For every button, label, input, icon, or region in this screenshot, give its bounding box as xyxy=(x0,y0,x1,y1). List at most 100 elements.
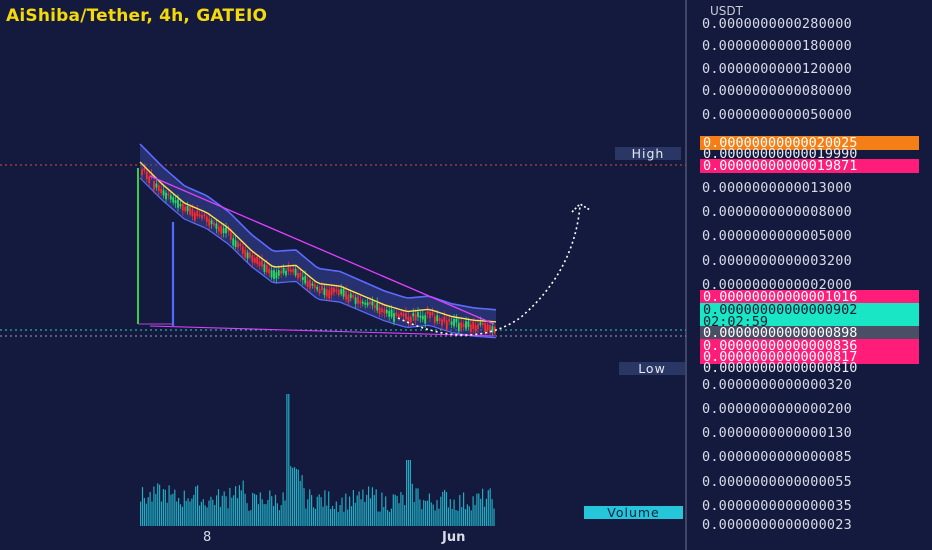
candle-body xyxy=(405,313,407,320)
volume-bar xyxy=(301,475,303,526)
candle-body xyxy=(325,289,328,297)
candle-body xyxy=(227,229,230,232)
volume-bar xyxy=(221,495,223,526)
candle-body xyxy=(486,324,489,331)
candle-body xyxy=(412,312,415,317)
candle-body xyxy=(285,270,287,276)
candle-body xyxy=(210,220,213,225)
volume-bar xyxy=(183,490,185,526)
candle-body xyxy=(354,297,357,304)
price-tick: 0.0000000000080000 xyxy=(702,83,852,99)
candle-body xyxy=(177,199,179,208)
volume-bar xyxy=(407,460,410,526)
candle-body xyxy=(433,316,436,323)
candle-body xyxy=(340,289,343,295)
candle-body xyxy=(455,318,458,323)
volume-bar xyxy=(276,503,278,526)
volume-bar xyxy=(293,467,296,526)
candle-body xyxy=(169,195,172,200)
candle-body xyxy=(359,300,362,304)
candle-body xyxy=(397,314,400,318)
price-badge-836: 0.00000000000000836 xyxy=(700,339,919,353)
candle-body xyxy=(232,238,235,246)
candle-body xyxy=(179,204,182,207)
volume-bar xyxy=(246,503,248,526)
candle-body xyxy=(429,312,431,318)
volume-bar xyxy=(312,507,315,526)
volume-bar xyxy=(343,511,345,526)
candle-body xyxy=(244,249,247,258)
volume-bar xyxy=(288,394,290,526)
volume-bar xyxy=(307,499,309,526)
candle-body xyxy=(328,290,331,299)
price-badge-pink-top: 0.00000000000019871 xyxy=(700,159,919,173)
volume-bar xyxy=(451,508,453,526)
volume-bar xyxy=(229,487,231,526)
volume-bar xyxy=(309,489,311,526)
volume-bar xyxy=(170,494,172,526)
volume-bar xyxy=(377,511,379,526)
candle-body xyxy=(220,225,223,234)
candle-body xyxy=(299,272,302,278)
volume-bar xyxy=(227,508,229,526)
candle-body xyxy=(203,214,206,217)
price-tick: 0.0000000000050000 xyxy=(702,107,852,123)
price-badge-orange: 0.00000000000020025 xyxy=(700,136,919,150)
volume-bar xyxy=(238,485,240,526)
volume-bar xyxy=(461,507,463,526)
candle-body xyxy=(381,308,383,313)
volume-bar xyxy=(242,480,244,526)
candle-body xyxy=(409,316,412,323)
volume-bar xyxy=(423,499,425,526)
volume-bar xyxy=(151,501,153,526)
candle-body xyxy=(256,256,259,264)
channel-lower xyxy=(139,177,497,339)
volume-bar xyxy=(400,492,402,526)
volume-bar xyxy=(320,497,322,526)
candle-body xyxy=(477,324,479,330)
volume-bar xyxy=(404,505,406,526)
price-tick: 0.0000000000000200 xyxy=(702,401,852,417)
volume-bar xyxy=(303,488,305,526)
volume-bar xyxy=(157,483,159,526)
candle-body xyxy=(352,295,355,298)
candle-body xyxy=(201,215,203,219)
volume-bar xyxy=(419,499,421,526)
volume-bar xyxy=(430,502,432,526)
volume-bar xyxy=(261,499,263,526)
volume-bar xyxy=(225,496,227,526)
volume-bar xyxy=(210,496,212,526)
volume-bar xyxy=(444,489,446,526)
candle-body xyxy=(417,312,419,317)
price-badge-817: 0.00000000000000817 xyxy=(700,350,919,364)
candle-body xyxy=(383,309,386,314)
volume-bar xyxy=(440,496,442,526)
candle-body xyxy=(311,283,314,286)
chart-title: AiShiba/Tether, 4h, GATEIO xyxy=(6,6,268,26)
volume-bar xyxy=(354,502,356,526)
volume-bar xyxy=(394,494,396,526)
volume-bar xyxy=(415,488,417,526)
candle-body xyxy=(393,313,395,323)
candle-body xyxy=(400,312,403,316)
volume-bar xyxy=(362,489,364,526)
volume-bar xyxy=(206,507,208,526)
volume-bar xyxy=(195,486,197,526)
candle-body xyxy=(378,307,381,315)
volume-bar xyxy=(250,510,252,526)
high-value: 0.00000000000019990 xyxy=(703,146,858,162)
candle-body xyxy=(289,269,292,272)
volume-bar xyxy=(381,492,383,526)
x-tick-8: 8 xyxy=(203,530,212,545)
volume-bar xyxy=(350,506,353,526)
candle-body xyxy=(160,188,163,194)
volume-bar xyxy=(463,492,465,526)
volume-bar xyxy=(178,497,180,526)
candle-body xyxy=(373,305,376,309)
volume-bar xyxy=(219,507,221,526)
volume-bar xyxy=(375,489,377,526)
candle-body xyxy=(321,285,323,290)
volume-bar xyxy=(436,500,438,526)
volume-bar xyxy=(257,504,259,526)
